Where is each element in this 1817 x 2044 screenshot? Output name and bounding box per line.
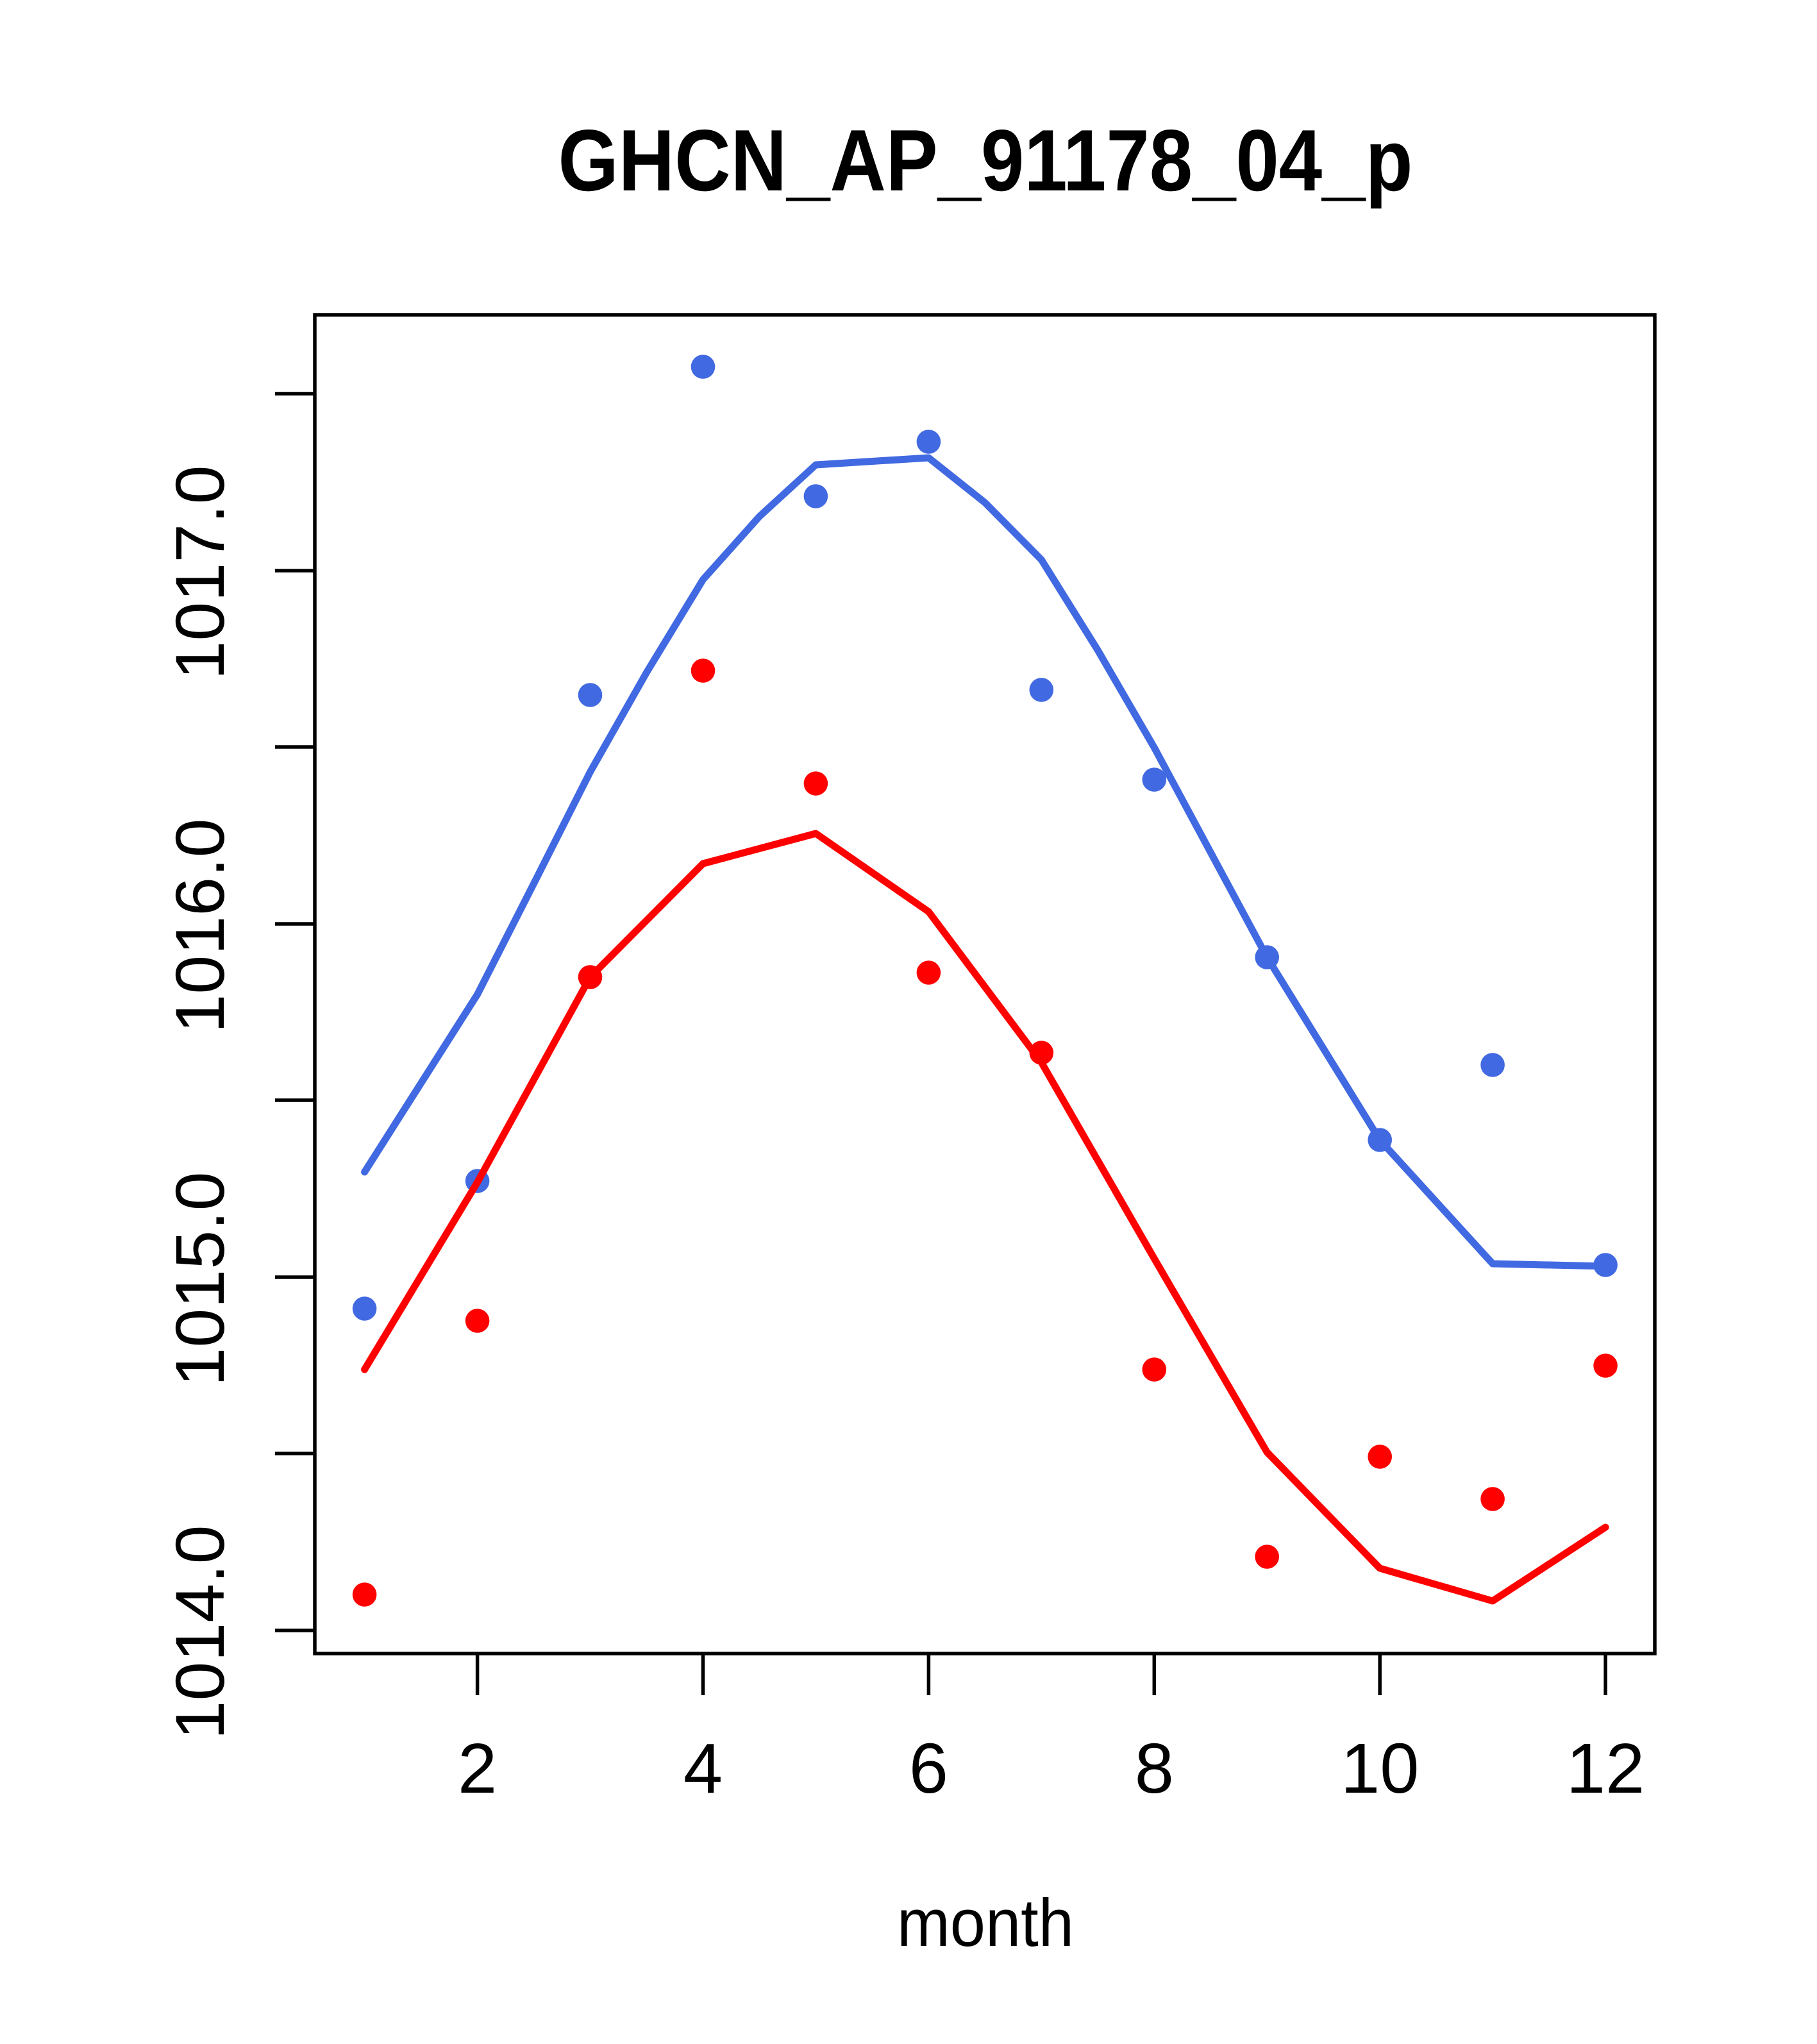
svg-text:1014.0: 1014.0 (161, 1525, 239, 1740)
svg-text:8: 8 (1135, 1729, 1174, 1808)
svg-text:12: 12 (1566, 1729, 1645, 1808)
svg-text:10: 10 (1341, 1729, 1419, 1808)
svg-text:4: 4 (683, 1729, 723, 1808)
svg-text:1015.0: 1015.0 (161, 1172, 239, 1387)
svg-text:GHCN_AP_91178_04_p: GHCN_AP_91178_04_p (558, 112, 1413, 209)
svg-text:month: month (897, 1886, 1074, 1961)
svg-text:2: 2 (458, 1729, 497, 1808)
svg-text:1016.0: 1016.0 (161, 819, 239, 1034)
svg-text:1017.0: 1017.0 (161, 465, 239, 680)
svg-text:6: 6 (909, 1729, 948, 1808)
